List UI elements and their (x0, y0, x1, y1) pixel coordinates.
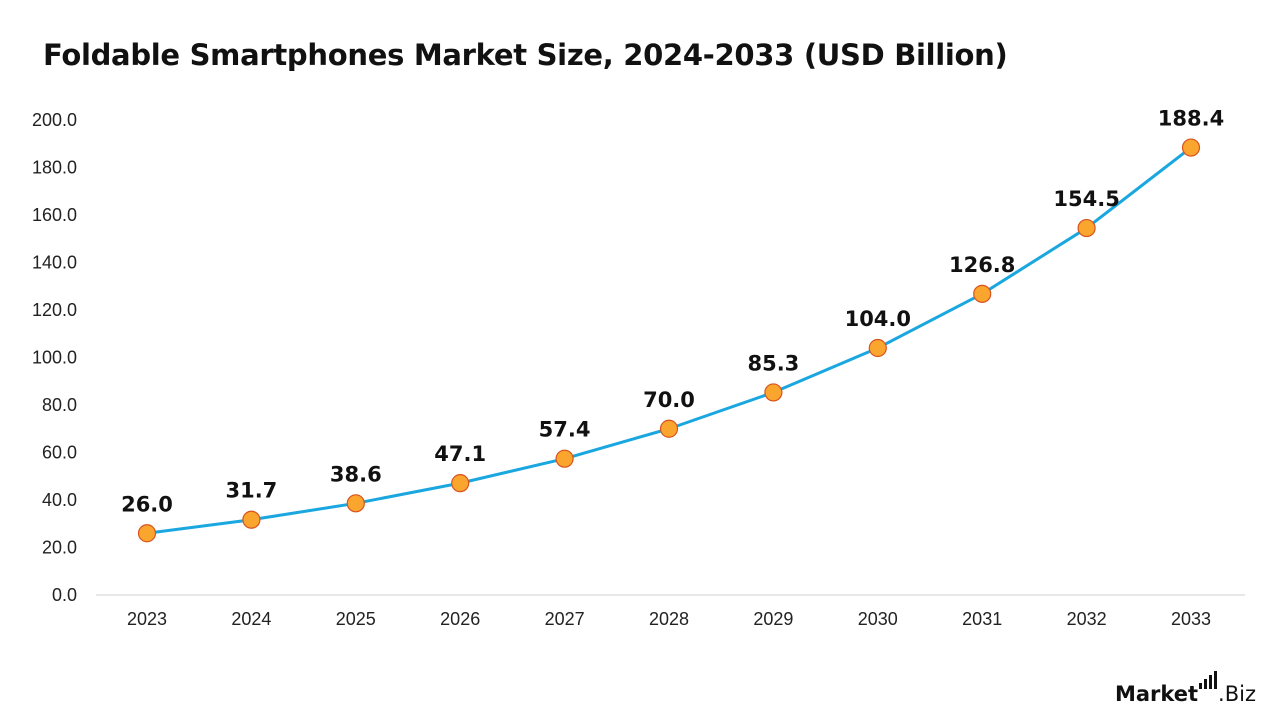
data-labels: 26.0 31.7 38.6 47.1 57.4 70.0 85.3 104.0 126.8 15… (121, 107, 1224, 517)
y-tick-label: 160.0 (32, 205, 77, 225)
data-point-marker (973, 284, 992, 303)
data-point-marker (451, 474, 470, 493)
y-tick-label: 120.0 (32, 300, 77, 320)
x-axis-ticks: 2023 2024 2025 2026 2027 2028 2029 2030 2031 2032… (127, 609, 1211, 629)
x-tick-label: 2032 (1067, 609, 1107, 629)
y-tick-label: 140.0 (32, 253, 77, 273)
x-tick-label: 2026 (440, 609, 480, 629)
data-label: 154.5 (1053, 187, 1119, 211)
y-tick-label: 180.0 (32, 158, 77, 178)
x-tick-label: 2027 (545, 609, 585, 629)
y-tick-label: 20.0 (42, 538, 77, 558)
y-tick-label: 40.0 (42, 490, 77, 510)
data-point-marker (764, 383, 783, 402)
data-label: 31.7 (225, 479, 277, 503)
data-markers (137, 138, 1201, 543)
y-tick-label: 200.0 (32, 110, 77, 130)
data-point-marker (137, 524, 157, 543)
data-point-marker (242, 510, 261, 529)
data-label: 70.0 (643, 388, 695, 412)
x-tick-label: 2033 (1171, 609, 1211, 629)
x-tick-label: 2025 (336, 609, 376, 629)
logo-ext: .Biz (1218, 682, 1256, 706)
data-label: 57.4 (539, 418, 591, 442)
series-line (146, 146, 1192, 535)
y-axis-ticks: 0.0 20.0 40.0 60.0 80.0 100.0 120.0 140.0 160.0 1… (32, 110, 77, 605)
data-point-marker (346, 494, 365, 513)
data-label: 85.3 (747, 351, 799, 375)
y-tick-label: 100.0 (32, 348, 77, 368)
logo-word: Market (1114, 682, 1199, 706)
x-tick-label: 2028 (649, 609, 689, 629)
x-tick-label: 2030 (858, 609, 898, 629)
data-label: 188.4 (1158, 107, 1224, 131)
data-label: 104.0 (845, 307, 911, 331)
chart-title: Foldable Smartphones Market Size, 2024-2… (43, 38, 1008, 72)
x-tick-label: 2031 (962, 609, 1002, 629)
data-point-marker (555, 449, 574, 468)
data-point-marker (659, 419, 679, 438)
data-point-marker (1181, 138, 1201, 157)
brand-logo: Market .Biz (1115, 671, 1256, 706)
y-tick-label: 60.0 (42, 443, 77, 463)
x-tick-label: 2029 (753, 609, 793, 629)
x-tick-label: 2024 (231, 609, 271, 629)
data-point-marker (1077, 218, 1096, 238)
data-label: 47.1 (434, 442, 486, 466)
data-label: 26.0 (121, 492, 173, 516)
data-label: 126.8 (949, 253, 1015, 277)
y-tick-label: 80.0 (42, 395, 77, 415)
x-tick-label: 2023 (127, 609, 167, 629)
y-tick-label: 0.0 (52, 585, 77, 605)
data-label: 38.6 (330, 462, 382, 486)
logo-bars-icon (1199, 671, 1218, 689)
data-point-marker (868, 338, 887, 358)
